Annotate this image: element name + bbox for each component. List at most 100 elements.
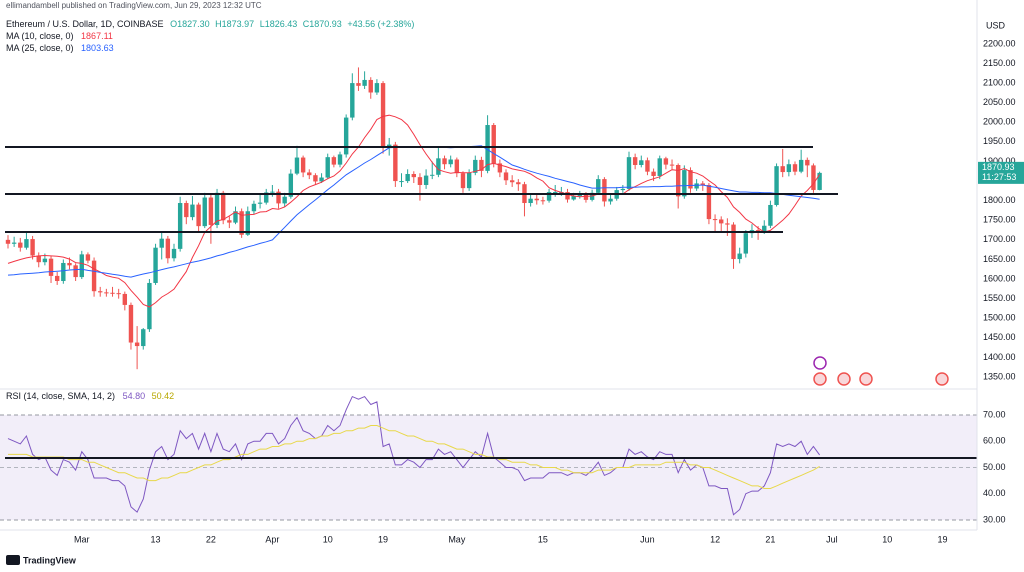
candle-body: [639, 160, 644, 165]
candle-body: [534, 198, 539, 201]
candle-body: [374, 83, 380, 93]
price-tag-label: 1870.93: [982, 162, 1015, 172]
x-tick-label: Apr: [265, 534, 279, 544]
candle-body: [700, 183, 705, 185]
y-tick-label: 2150.00: [983, 58, 1016, 68]
candle-body: [436, 158, 441, 175]
candle-body: [466, 172, 472, 189]
legend-value: 1867.11: [81, 31, 113, 41]
y-tick-label: 1900.00: [983, 156, 1016, 166]
y-tick-label: 40.00: [983, 488, 1006, 498]
candle-body: [177, 203, 183, 249]
candle-body: [307, 172, 312, 176]
candle-body: [682, 170, 687, 197]
candle-body: [583, 194, 589, 200]
candle-body: [442, 158, 447, 165]
candle-body: [675, 164, 681, 197]
x-tick-label: 21: [765, 534, 775, 544]
candle-body: [214, 192, 220, 225]
y-tick-label: 60.00: [983, 436, 1006, 446]
candle-body: [405, 174, 410, 182]
ohlc-close: C1870.93: [303, 19, 342, 29]
event-icons: [813, 356, 949, 386]
candle-body: [227, 220, 232, 223]
ohlc-open: O1827.30: [170, 19, 210, 29]
price-tag: [978, 161, 1024, 184]
legend-value: 50.42: [152, 391, 175, 401]
candle-body: [712, 219, 718, 221]
y-tick-label: 1550.00: [983, 293, 1016, 303]
candle-body: [393, 144, 398, 182]
candle-body: [786, 164, 792, 173]
candle-body: [196, 204, 201, 227]
x-tick-label: 22: [206, 534, 216, 544]
y-tick-label: 1800.00: [983, 195, 1016, 205]
candle-body: [669, 164, 675, 166]
candle-body: [516, 182, 521, 185]
candle-body: [276, 191, 281, 204]
candle-body: [811, 165, 816, 190]
candle-body: [79, 254, 84, 278]
event-icon: [935, 372, 949, 386]
candle-body: [706, 184, 712, 220]
ma25-legend: MA (25, close, 0) 1803.63: [6, 43, 114, 53]
y-tick-label: 1650.00: [983, 254, 1016, 264]
candle-body: [448, 159, 453, 165]
candle-body: [122, 293, 128, 305]
candle-body: [596, 179, 601, 193]
series-line: [7, 114, 821, 308]
candle-body: [540, 200, 546, 202]
candle-body: [620, 188, 626, 191]
candle-body: [491, 125, 496, 164]
candle-body: [85, 254, 91, 261]
x-tick-label: Mar: [74, 534, 90, 544]
ma10-legend: MA (10, close, 0) 1867.11: [6, 31, 113, 41]
candle-body: [651, 171, 656, 176]
candle-body: [473, 159, 478, 173]
candle-body: [11, 242, 17, 244]
candle-body: [239, 211, 244, 235]
y-tick-label: 70.00: [983, 409, 1006, 419]
y-tick-label: 1500.00: [983, 313, 1016, 323]
candle-body: [91, 260, 97, 292]
candle-body: [245, 211, 250, 235]
event-icon: [813, 372, 827, 386]
candle-body: [190, 204, 195, 218]
candle-body: [300, 157, 306, 173]
candle-body: [645, 160, 650, 172]
legend-name: MA (10, close, 0): [6, 31, 74, 41]
candle-body: [694, 183, 699, 189]
series-line: [8, 425, 820, 489]
rsi-title: RSI (14, close, SMA, 14, 2): [6, 391, 115, 401]
series-line: [7, 395, 821, 516]
candle-body: [110, 292, 115, 294]
candle-body: [264, 192, 269, 203]
candle-body: [116, 293, 121, 295]
candle-body: [159, 238, 164, 248]
candle-body: [817, 172, 822, 190]
x-tick-label: 19: [938, 534, 948, 544]
symbol-title: Ethereum / U.S. Dollar, 1D, COINBASE: [6, 19, 164, 29]
event-icon: [837, 372, 851, 386]
candle-body: [399, 181, 404, 183]
candle-body: [73, 265, 78, 278]
candle-body: [141, 329, 146, 347]
x-tick-label: 10: [323, 534, 333, 544]
candle-body: [208, 197, 214, 225]
x-tick-label: 19: [378, 534, 388, 544]
candle-body: [565, 192, 570, 200]
x-tick-label: Jun: [640, 534, 655, 544]
candle-body: [577, 194, 583, 196]
y-tick-label: 2100.00: [983, 77, 1016, 87]
candle-body: [171, 248, 177, 259]
candle-body: [104, 292, 109, 294]
candle-body: [602, 179, 607, 202]
candle-body: [147, 282, 152, 330]
legend-value: 54.80: [123, 391, 146, 401]
candle-body: [798, 159, 804, 172]
candle-body: [257, 202, 263, 204]
candle-body: [331, 157, 337, 165]
candle-body: [18, 242, 23, 248]
candle-body: [774, 166, 779, 205]
